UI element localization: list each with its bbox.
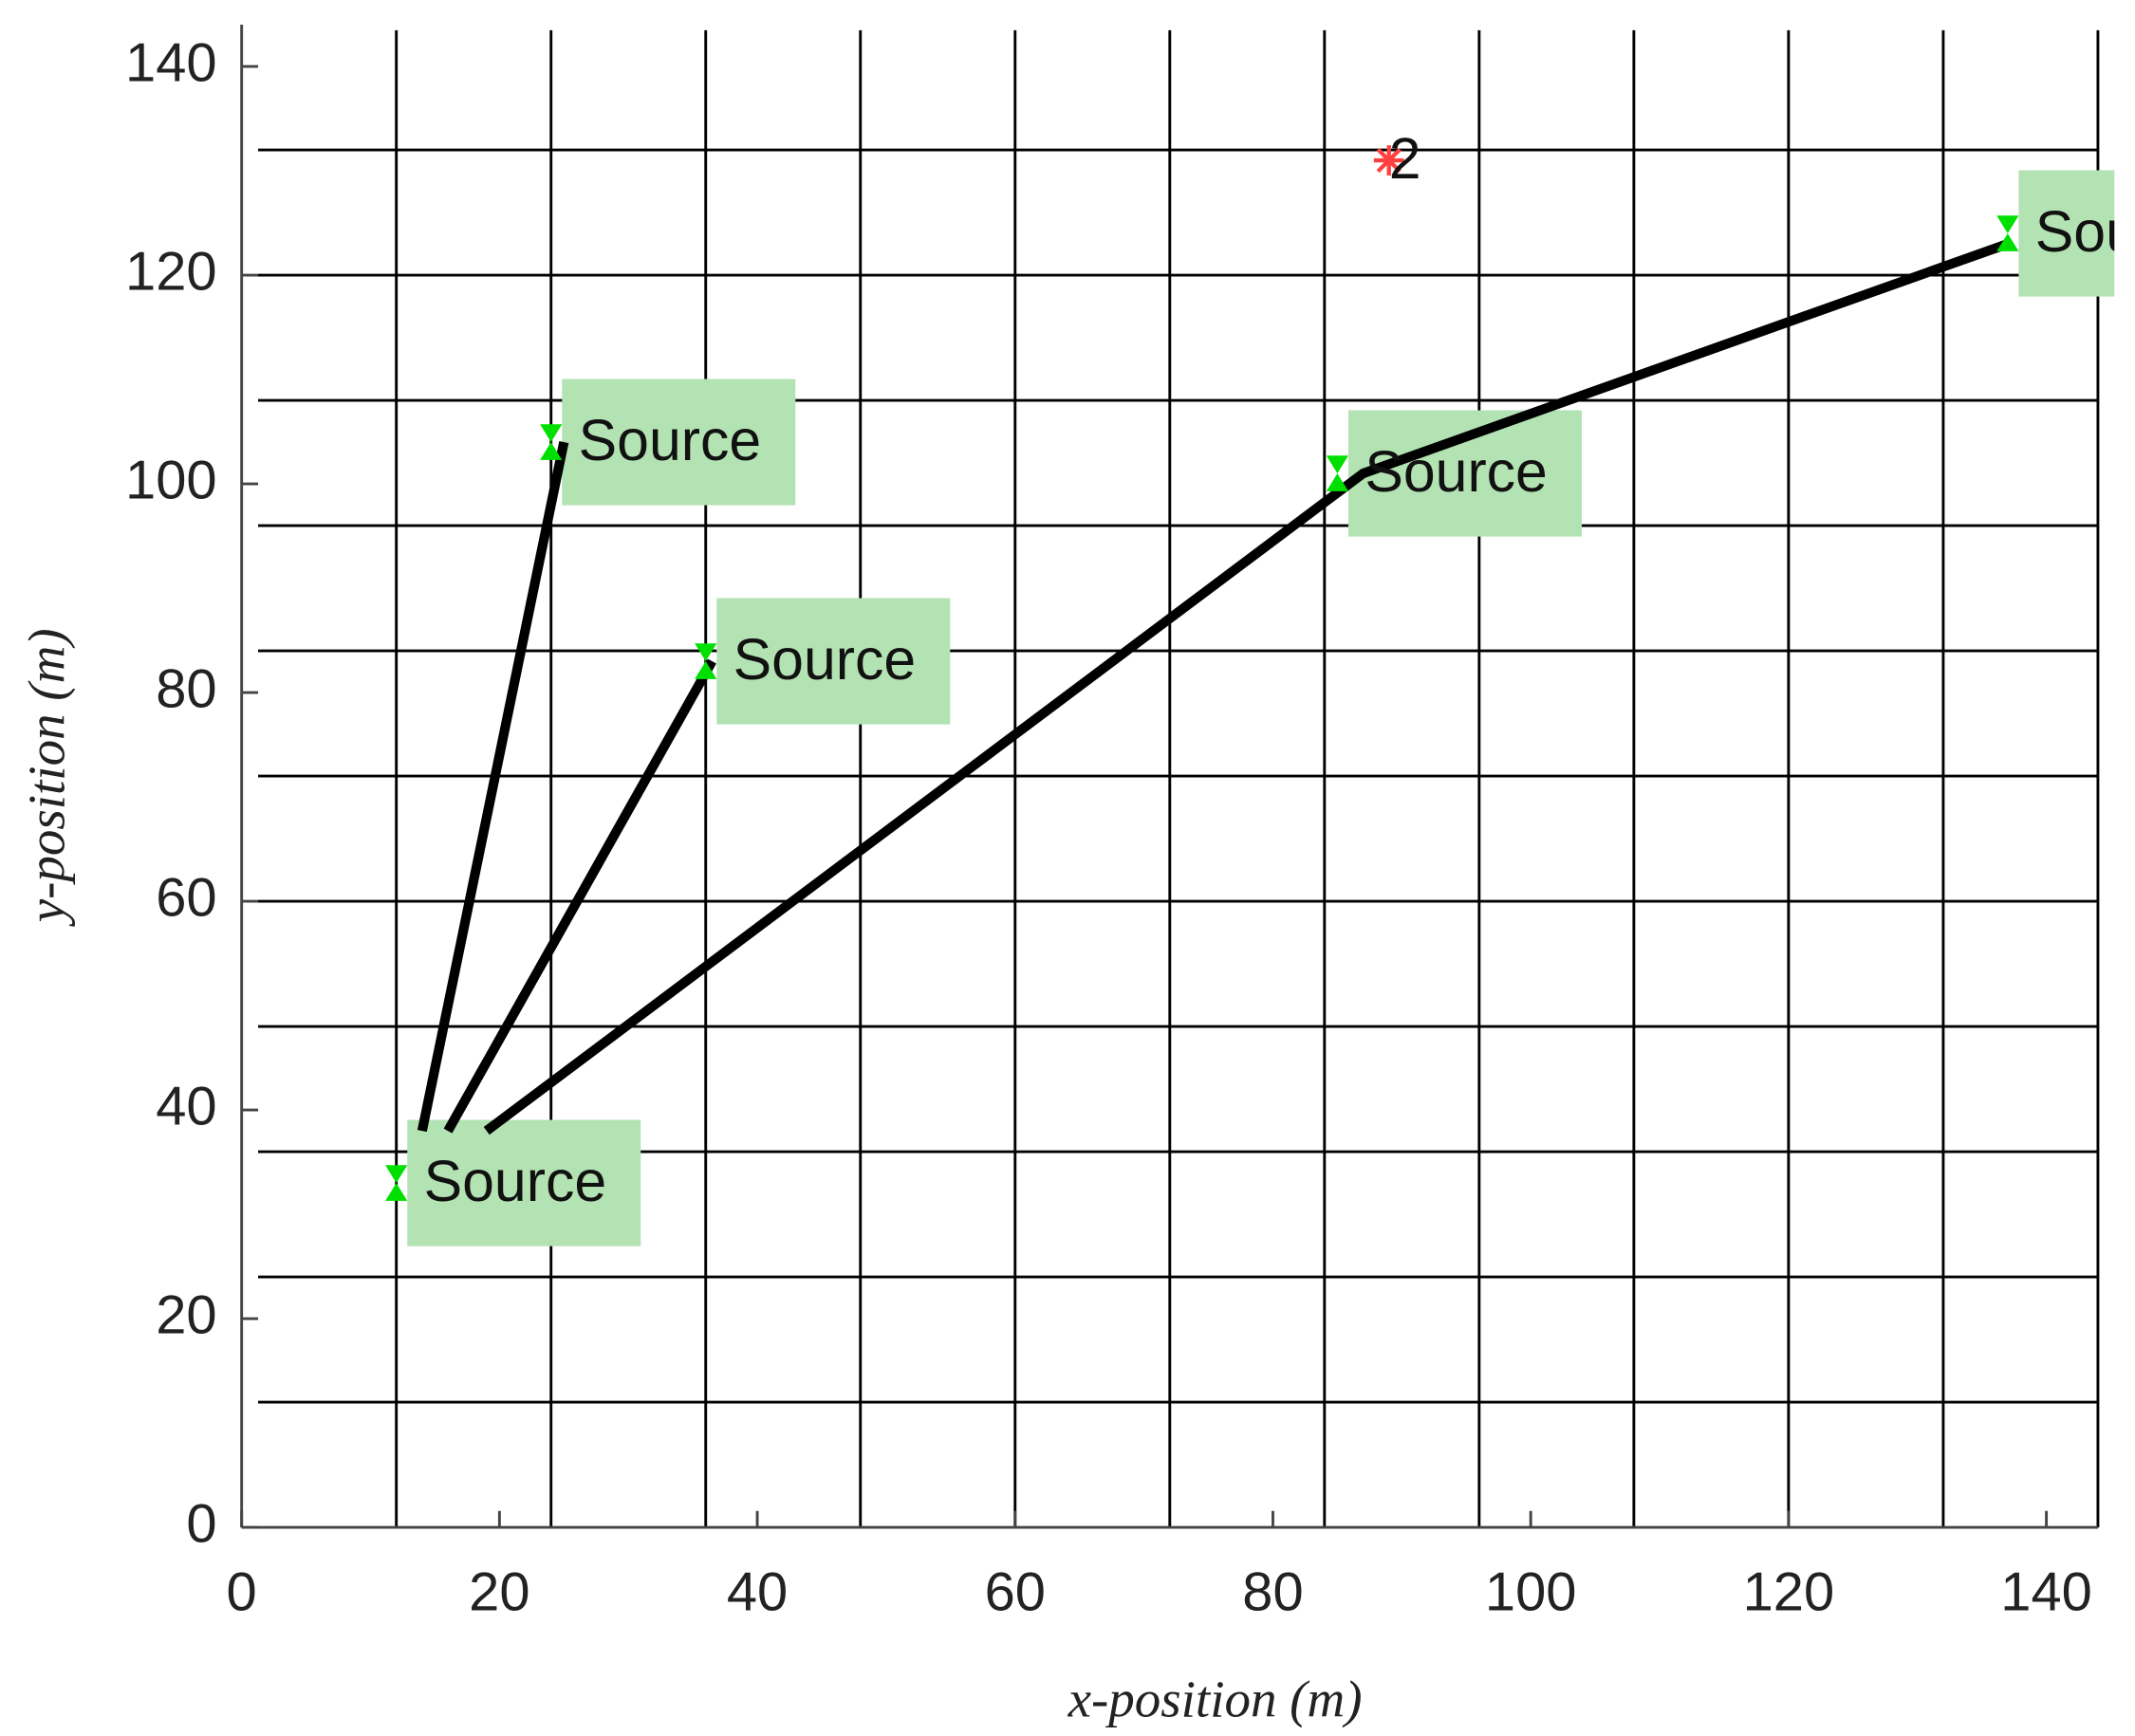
x-tick-label: 120: [1743, 1562, 1835, 1623]
x-tick-label: 20: [469, 1562, 529, 1623]
label-box: [2018, 170, 2115, 297]
label-box: [562, 379, 796, 506]
label-box: [716, 598, 951, 725]
source-label: Source: [1365, 439, 1548, 504]
source-marker: [385, 1165, 408, 1201]
source-label: Source: [424, 1149, 607, 1213]
y-tick-label: 20: [156, 1284, 216, 1345]
source-label: Source: [2035, 199, 2135, 264]
target-marker: [1373, 145, 1404, 175]
x-tick-label: 40: [727, 1562, 788, 1623]
y-tick-label: 40: [156, 1076, 216, 1136]
x-axis-title: x-position (m): [1068, 1670, 1363, 1727]
y-tick-label: 60: [156, 867, 216, 928]
plot-area: Source Source Source Source Source 2: [240, 25, 2135, 1529]
y-tick-label: 100: [125, 450, 217, 510]
x-tick-label: 80: [1242, 1562, 1303, 1623]
y-tick-label: 80: [156, 658, 216, 719]
source-marker: [695, 643, 717, 679]
y-tick-label: 0: [186, 1493, 216, 1554]
source-label: Source: [579, 408, 762, 472]
source-marker: [1996, 215, 2019, 251]
label-box: [407, 1119, 641, 1247]
label-box: [1347, 410, 1582, 537]
target-label: 2: [1389, 126, 1421, 191]
edge: [417, 441, 569, 1133]
x-tick-label: 100: [1485, 1562, 1577, 1623]
y-axis-title: y-position (m): [18, 628, 76, 927]
x-tick-label: 140: [2000, 1562, 2092, 1623]
source-marker: [1326, 455, 1348, 491]
y-tick-label: 120: [125, 241, 217, 302]
y-tick-label: 140: [125, 32, 217, 93]
x-tick-label: 0: [227, 1562, 257, 1623]
source-label: Source: [733, 627, 917, 692]
x-tick-label: 60: [985, 1562, 1046, 1623]
edge: [443, 658, 716, 1134]
edge: [483, 239, 2010, 1136]
source-marker: [540, 424, 563, 460]
